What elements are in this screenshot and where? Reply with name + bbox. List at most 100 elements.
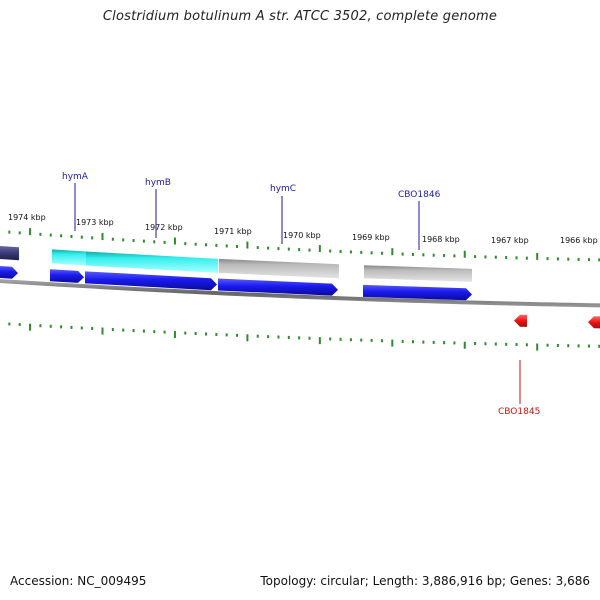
inner-tick <box>494 342 497 346</box>
kbp-label: 1972 kbp <box>145 223 183 232</box>
inner-tick <box>91 327 94 331</box>
outer-tick <box>18 231 21 235</box>
inner-tick <box>598 344 600 348</box>
outer-tick <box>49 233 52 237</box>
outer-tick <box>587 258 590 262</box>
outer-tick <box>70 234 73 238</box>
inner-tick <box>577 344 580 348</box>
outer-tick <box>308 248 311 252</box>
kbp-label: 1971 kbp <box>214 227 252 236</box>
outer-tick <box>380 251 383 255</box>
inner-tick <box>360 338 363 342</box>
map-title: Clostridium botulinum A str. ATCC 3502, … <box>102 9 498 24</box>
inner-tick <box>536 343 539 351</box>
outer-tick <box>412 252 414 256</box>
inner-tick <box>18 323 21 327</box>
inner-tick <box>556 343 559 347</box>
inner-tick <box>277 335 280 339</box>
kbp-label: 1969 kbp <box>352 233 390 242</box>
outer-tick <box>360 250 363 254</box>
outer-tick <box>277 247 280 251</box>
outer-tick <box>432 253 435 257</box>
outer-tick <box>474 255 477 259</box>
outer-tick <box>577 257 580 261</box>
inner-tick <box>391 339 394 347</box>
outer-tick <box>453 254 456 258</box>
gene-label-CBO1846: CBO1846 <box>398 190 441 200</box>
inner-tick <box>225 333 228 337</box>
genome-summary: Topology: circular; Length: 3,886,916 bp… <box>260 574 590 588</box>
outer-tick <box>132 239 135 243</box>
inner-tick <box>111 328 114 332</box>
inner-tick <box>308 336 311 340</box>
inner-tick <box>370 338 373 342</box>
outer-tick <box>111 237 114 241</box>
outer-tick <box>463 250 466 258</box>
outer-tick <box>153 240 156 244</box>
outer-tick <box>205 243 207 247</box>
inner-tick <box>443 341 446 345</box>
outer-tick <box>505 256 508 260</box>
feature-track <box>0 245 472 282</box>
outer-tick <box>567 257 570 261</box>
inner-tick <box>422 340 425 344</box>
outer-tick <box>494 255 497 259</box>
outer-tick <box>60 234 63 238</box>
outer-tick <box>163 240 166 244</box>
outer-tick <box>556 257 559 261</box>
gene-label-CBO1845: CBO1845 <box>498 407 540 417</box>
feature-bar-hymB <box>86 251 218 273</box>
inner-tick <box>60 325 63 329</box>
inner-tick <box>256 334 259 338</box>
genome-backbone <box>0 279 600 308</box>
inner-tick <box>142 329 145 333</box>
kbp-labels: 1974 kbp 1973 kbp 1972 kbp 1971 kbp 1970 kbp… <box>8 213 598 245</box>
outer-tick <box>256 246 259 250</box>
outer-tick <box>287 247 290 251</box>
inner-tick <box>267 335 270 339</box>
outer-tick <box>401 252 404 256</box>
outer-tick <box>349 250 352 254</box>
inner-tick <box>246 334 249 342</box>
inner-tick <box>8 322 11 326</box>
accession-text: Accession: NC_009495 <box>10 574 147 588</box>
gene-arrow-reverse <box>588 316 600 329</box>
inner-tick <box>194 332 197 336</box>
kbp-label: 1974 kbp <box>8 213 46 222</box>
inner-tick <box>587 344 590 348</box>
outer-tick <box>173 237 176 245</box>
kbp-label: 1966 kbp <box>560 236 598 245</box>
inner-tick <box>236 333 239 337</box>
inner-tick <box>546 343 549 347</box>
outer-tick <box>194 242 197 246</box>
kbp-label: 1970 kbp <box>283 231 321 240</box>
kbp-label: 1968 kbp <box>422 235 460 244</box>
inner-tick <box>515 343 518 347</box>
gene-track <box>0 265 600 329</box>
inner-tick <box>567 344 570 348</box>
inner-tick <box>215 332 218 336</box>
feature-bar-hymA <box>52 249 86 266</box>
outer-tick <box>184 242 187 246</box>
inner-tick <box>329 337 332 341</box>
outer-tick <box>391 248 394 256</box>
gene-labels: hymA hymB hymC CBO1846 CBO1845 <box>62 172 540 417</box>
gene-label-hymC: hymC <box>270 184 296 194</box>
gene-arrow-hymA <box>50 269 84 283</box>
gene-arrow-CBO1845 <box>514 314 527 327</box>
feature-bar-hymC <box>219 258 339 279</box>
tick-marks-outer <box>8 228 600 262</box>
outer-tick <box>298 248 301 252</box>
outer-tick <box>515 256 518 260</box>
inner-tick <box>49 324 52 328</box>
outer-tick <box>8 230 11 234</box>
inner-tick <box>412 340 414 344</box>
inner-tick <box>349 338 352 342</box>
inner-tick <box>101 327 104 335</box>
outer-tick <box>215 243 218 247</box>
inner-tick <box>453 341 456 345</box>
outer-tick <box>91 236 94 240</box>
inner-tick <box>205 332 207 336</box>
outer-tick <box>142 239 145 243</box>
